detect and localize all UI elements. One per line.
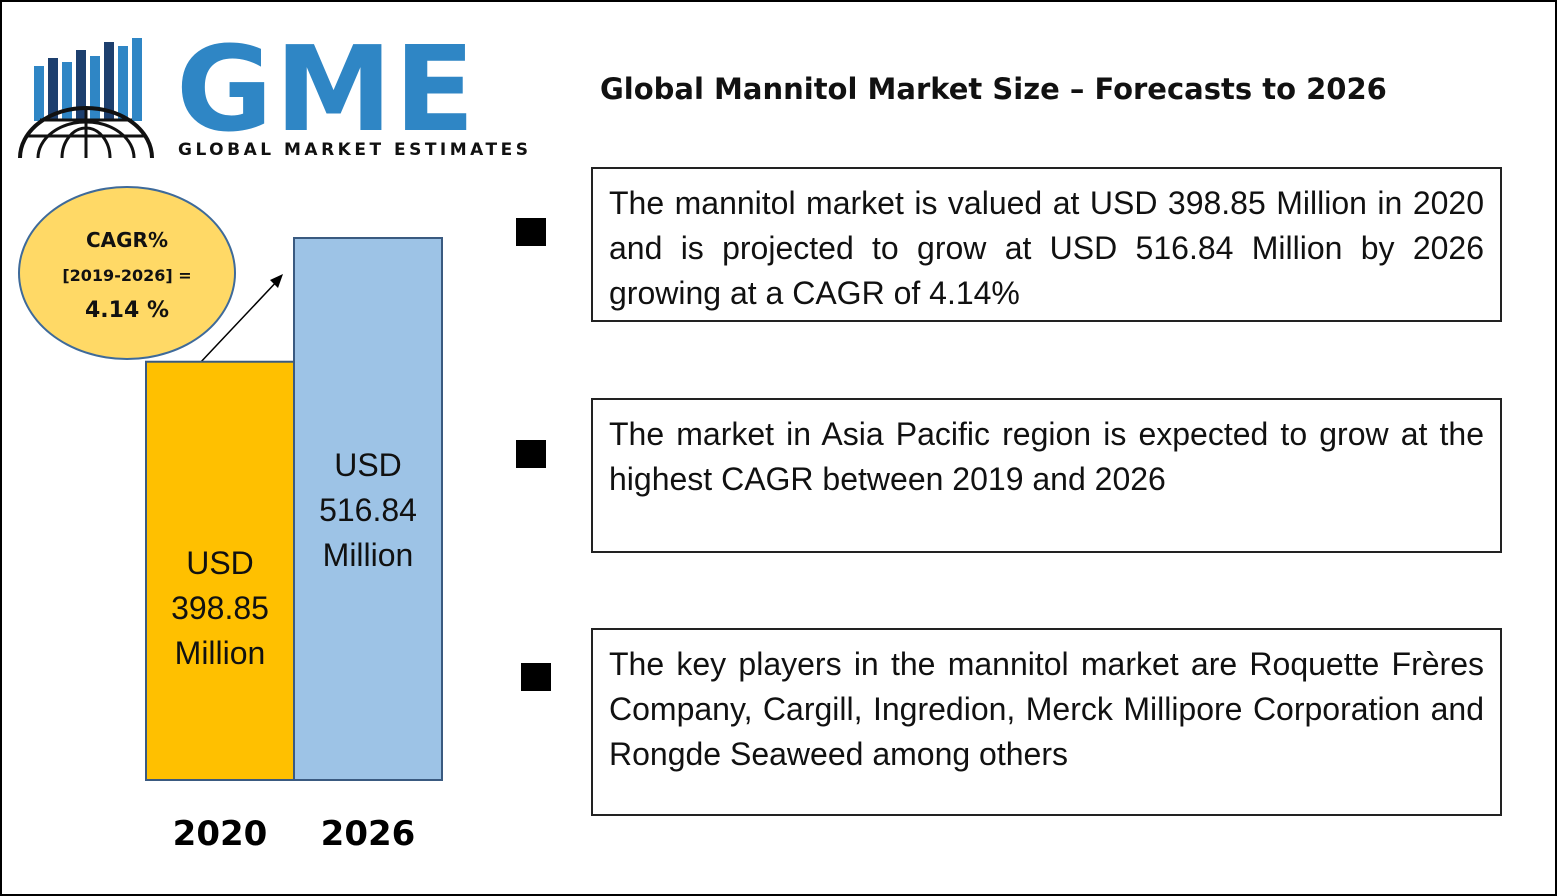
logo-tagline: GLOBAL MARKET ESTIMATES [178,140,532,160]
bar-label-2026-line-3: Million [323,537,414,573]
bar-label-2020-line-1: USD [186,545,254,581]
gme-logo: GME GLOBAL MARKET ESTIMATES [16,20,528,162]
page-title: Global Mannitol Market Size – Forecasts … [600,72,1387,106]
cagr-value: 4.14 % [85,298,169,323]
growth-arrow-head [270,274,283,288]
x-tick-2026: 2026 [321,814,416,854]
cagr-title: CAGR% [85,228,168,252]
info-box-1-text: The mannitol market is valued at USD 398… [609,185,1484,311]
bar-label-2026-line-2: 516.84 [319,492,417,528]
bullet-2 [516,440,546,468]
info-box-3-text: The key players in the mannitol market a… [609,646,1484,772]
bar-label-2026-line-1: USD [334,447,402,483]
info-box-2-text: The market in Asia Pacific region is exp… [609,416,1484,497]
cagr-range: [2019-2026] = [62,266,192,285]
bar-label-2020-line-3: Million [175,635,266,671]
logo-wordmark: GME [176,20,477,158]
info-box-2: The market in Asia Pacific region is exp… [591,398,1502,553]
bar-label-2020-line-2: 398.85 [171,590,269,626]
bullet-3 [521,663,551,691]
market-size-chart: USD 398.85 Million 2020 USD 516.84 Million 2026 [145,237,443,854]
bullet-1 [516,218,546,246]
x-tick-2020: 2020 [173,814,268,854]
globe-bars-icon [18,38,154,159]
info-box-1: The mannitol market is valued at USD 398… [591,167,1502,322]
info-box-3: The key players in the mannitol market a… [591,628,1502,816]
cagr-badge: CAGR% [2019-2026] = 4.14 % [18,186,236,360]
bar-2026 [293,237,443,781]
